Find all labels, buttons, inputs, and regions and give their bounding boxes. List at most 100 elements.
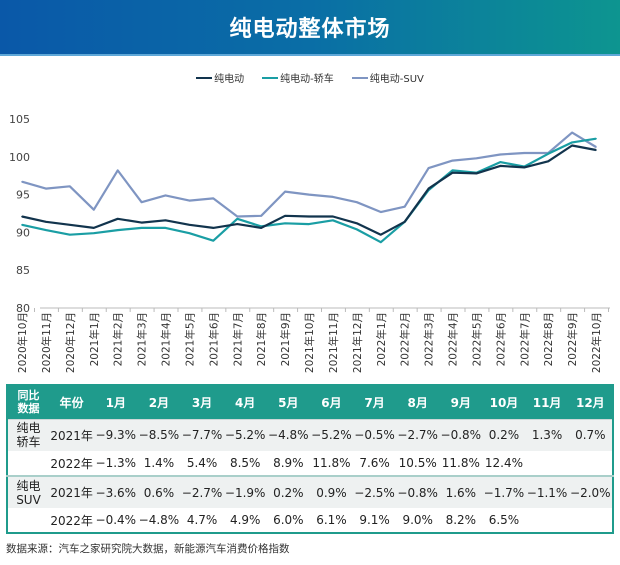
header-year: 年份 [49, 385, 95, 419]
data-point [403, 221, 406, 223]
x-tick-label: 2021年3月 [136, 312, 149, 366]
data-point [116, 217, 119, 220]
value-cell: −2.7% [396, 418, 440, 451]
table-row: 2022年 −0.4% −4.8% 4.7% 4.9% 6.0% 6.1% 9.1% 9.0% 8… [7, 508, 613, 533]
group-label: 纯电 SUV [7, 475, 49, 508]
x-tick-label: 2021年9月 [279, 312, 292, 366]
value-cell [569, 451, 613, 476]
x-tick-label: 2022年2月 [399, 312, 412, 366]
data-point [69, 224, 71, 226]
data-point [595, 137, 597, 140]
data-point [21, 180, 23, 183]
value-cell: 9.1% [359, 513, 390, 527]
table-row: 纯电 SUV 2021年 −3.6% 0.6% −2.7% −1.9% 0.2% 0.9% −2.… [7, 475, 613, 508]
x-tick-label: 2021年6月 [207, 312, 220, 366]
data-point [403, 205, 406, 208]
legend-label: 纯电动-SUV [369, 74, 424, 85]
data-point [164, 194, 167, 197]
data-point [308, 193, 310, 196]
data-point [475, 157, 478, 160]
data-point [356, 222, 358, 225]
data-point [260, 214, 262, 217]
data-point [523, 152, 526, 154]
value-cell: 6.5% [488, 513, 520, 527]
legend-swatch [351, 76, 368, 79]
data-point [45, 187, 47, 190]
value-cell: 0.2% [266, 475, 310, 508]
data-point [212, 239, 215, 242]
data-point [69, 233, 71, 236]
value-cell: −0.4% [95, 513, 137, 527]
value-cell: 0.7% [568, 418, 613, 451]
data-point [236, 215, 239, 218]
header-month: 5月 [266, 385, 310, 419]
data-point [547, 152, 549, 155]
group-label-line: 轿车 [16, 435, 41, 450]
legend-item-bev: 纯电动 [196, 70, 244, 85]
data-point [451, 159, 454, 162]
data-point [379, 211, 382, 213]
x-tick-label: 2022年6月 [494, 312, 507, 366]
data-point [475, 172, 478, 175]
data-point [499, 165, 502, 167]
x-tick-label: 2022年7月 [518, 312, 531, 366]
data-point [379, 233, 382, 236]
data-point [332, 196, 334, 198]
data-point [92, 227, 95, 229]
data-point [164, 219, 167, 222]
x-tick-label: 2022年9月 [566, 312, 579, 366]
value-cell: 9.0% [402, 513, 433, 527]
value-cell: 8.2% [445, 513, 477, 527]
x-tick-label: 2022年10月 [590, 312, 603, 373]
x-tick-label: 2021年10月 [303, 312, 316, 373]
value-cell: 0.6% [137, 475, 181, 508]
value-cell: 8.9% [273, 456, 304, 470]
page-title: 纯电动整体市场 [229, 17, 391, 42]
x-tick-label: 2022年5月 [470, 312, 483, 366]
group-label [7, 508, 49, 533]
x-tick-label: 2020年10月 [16, 312, 29, 373]
x-tick-label: 2021年4月 [160, 312, 173, 366]
value-cell: −0.8% [439, 418, 483, 451]
y-tick-label: 90 [16, 226, 30, 239]
x-tick-label: 2021年12月 [351, 312, 364, 373]
data-point [236, 217, 239, 220]
x-tick-label: 2022年8月 [542, 312, 555, 366]
header-month: 10月 [482, 385, 526, 419]
series-line-2 [21, 131, 597, 218]
value-cell: 4.9% [229, 513, 261, 527]
legend-swatch [196, 76, 213, 79]
value-cell: −9.3% [94, 418, 138, 451]
data-point [308, 215, 310, 218]
data-point [499, 161, 502, 163]
data-point [140, 227, 143, 229]
group-label [7, 451, 49, 476]
table-header-row: 同比 数据 年份 1月 2月 3月 4月 5月 6月 7月 8月 9月 10月 1… [7, 385, 613, 419]
x-tick-label: 2020年11月 [40, 312, 53, 373]
header-month: 8月 [396, 385, 440, 419]
data-point [451, 169, 454, 172]
value-cell: −1.1% [525, 475, 569, 508]
data-point [356, 201, 358, 203]
value-cell: −8.5% [137, 418, 181, 451]
group-label-line: SUV [16, 492, 41, 507]
x-tick-label: 2020年12月 [64, 312, 77, 373]
legend-label: 纯电动-轿车 [280, 74, 334, 85]
data-point [116, 229, 119, 231]
title-banner: 纯电动整体市场 [0, 0, 620, 56]
year-cell: 2022年 [50, 513, 93, 528]
value-cell: 0.9% [309, 475, 354, 508]
header-month: 9月 [439, 385, 483, 419]
data-point [379, 241, 382, 244]
value-cell: −3.6% [94, 475, 138, 508]
y-tick-label: 105 [9, 113, 30, 126]
data-point [451, 171, 454, 174]
data-point [595, 149, 597, 151]
y-tick-label: 95 [16, 189, 30, 202]
data-point [236, 223, 239, 225]
value-cell: −4.8% [266, 418, 310, 451]
data-point [571, 131, 573, 134]
legend-item-sedan: 纯电动-轿车 [262, 70, 334, 85]
header-month: 7月 [353, 385, 397, 419]
value-cell: −1.3% [95, 456, 137, 470]
